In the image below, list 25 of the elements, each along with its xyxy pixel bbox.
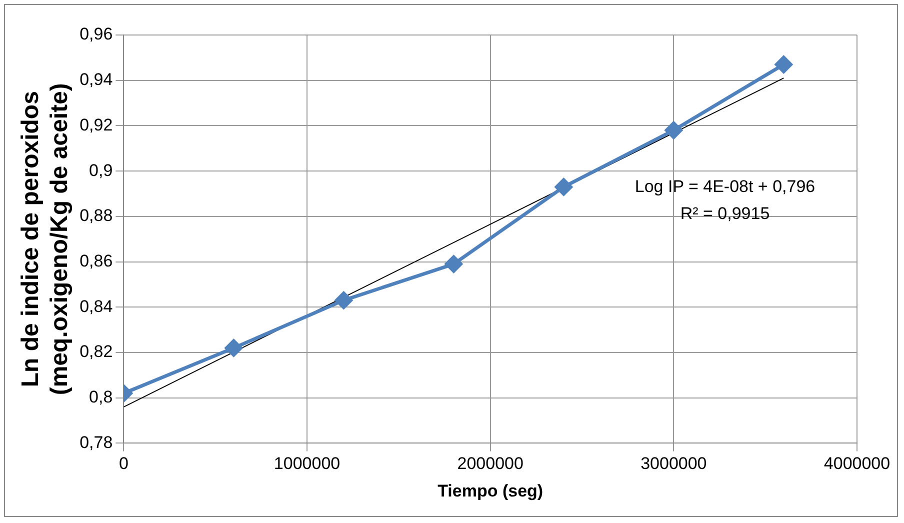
y-tick-label: 0,86 <box>80 251 113 270</box>
y-tick-label: 0,9 <box>89 160 113 180</box>
y-tick-label: 0,78 <box>80 432 113 452</box>
point <box>664 121 682 139</box>
x-tick-label: 0 <box>118 454 128 474</box>
y-tick-label: 0,8 <box>89 388 113 407</box>
point <box>554 178 572 196</box>
x-tick-label: 2000000 <box>457 454 524 474</box>
y-tick-label: 0,82 <box>80 342 113 362</box>
x-tick-label: 4000000 <box>824 454 890 474</box>
annotation: Log IP = 4E-08t + 0,796 <box>634 177 816 196</box>
y-tick-label: 0,94 <box>80 70 113 90</box>
point <box>774 56 792 74</box>
x-axis-title: Tiempo (seg) <box>438 481 544 500</box>
annotation: R² = 0,9915 <box>680 204 770 224</box>
y-tick-label: 0,88 <box>80 206 113 226</box>
x-tick-label: 1000000 <box>274 454 340 474</box>
y-tick-label: 0,96 <box>80 24 113 44</box>
point <box>334 292 352 310</box>
point <box>444 255 462 273</box>
y-tick-label: 0,92 <box>80 115 113 134</box>
y-tick-label: 0,84 <box>80 296 113 316</box>
y-axis-title: Ln de indice de peroxidos (meq.oxigeno/Kg de aceite) <box>17 83 73 396</box>
point <box>224 339 242 357</box>
x-tick-label: 3000000 <box>640 454 707 474</box>
